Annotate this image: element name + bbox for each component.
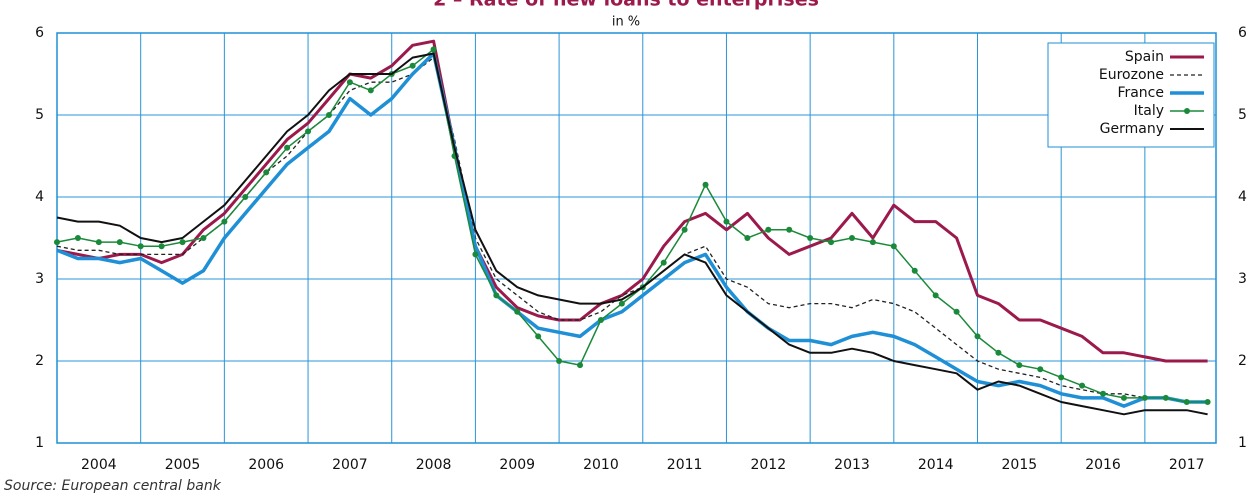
series-marker (116, 239, 123, 246)
y-tick-label: 5 (35, 107, 44, 123)
legend-marker (1184, 108, 1190, 114)
x-tick-label: 2017 (1169, 457, 1205, 473)
series-marker (577, 362, 584, 369)
series-marker (493, 292, 500, 299)
legend-label: Spain (1125, 49, 1164, 65)
series-marker (618, 300, 625, 307)
series-marker (325, 112, 332, 118)
series-marker (744, 235, 751, 241)
y2-tick-label: 3 (1238, 271, 1247, 287)
series-marker (786, 226, 793, 233)
series-marker (179, 239, 186, 246)
x-tick-label: 2010 (583, 457, 619, 473)
series-marker (660, 259, 667, 266)
y-tick-label: 4 (35, 189, 44, 205)
series-marker (890, 243, 897, 250)
series-line (56, 52, 1208, 416)
series-marker (1016, 362, 1023, 369)
series-line (56, 39, 1208, 363)
series-marker (702, 181, 709, 188)
series-marker (974, 333, 981, 340)
series-line (56, 48, 1208, 403)
series-marker (556, 358, 563, 364)
series-marker (242, 194, 249, 200)
legend-label: Germany (1100, 121, 1164, 137)
series-marker (409, 62, 416, 69)
y2-tick-label: 5 (1238, 107, 1247, 123)
x-tick-label: 2013 (834, 457, 870, 473)
series-marker (597, 317, 604, 323)
series-marker (807, 235, 814, 241)
legend-label: Eurozone (1099, 67, 1164, 83)
x-tick-label: 2011 (667, 457, 703, 473)
series-marker (995, 349, 1002, 356)
series-marker (723, 218, 730, 225)
x-tick-label: 2014 (918, 457, 954, 473)
series-line (56, 51, 1208, 408)
series-marker (95, 239, 102, 246)
x-tick-label: 2005 (165, 457, 201, 473)
chart-title: 2 – Rate of new loans to enterprises (433, 0, 819, 11)
series-marker (681, 226, 688, 233)
chart-subtitle: in % (612, 15, 640, 30)
series-marker (305, 128, 312, 135)
y2-tick-label: 6 (1238, 25, 1247, 41)
series-marker (1141, 394, 1148, 401)
series-marker (535, 333, 542, 340)
x-tick-label: 2006 (248, 457, 284, 473)
x-tick-label: 2016 (1085, 457, 1121, 473)
x-tick-label: 2004 (81, 457, 117, 473)
x-tick-label: 2008 (416, 457, 452, 473)
series-marker (1183, 399, 1190, 405)
source-note: Source: European central bank (4, 478, 222, 494)
series-marker (137, 243, 144, 250)
plot-frame (56, 32, 1217, 444)
x-tick-label: 2012 (750, 457, 786, 473)
y2-tick-label: 1 (1238, 435, 1247, 451)
series-marker (200, 235, 207, 241)
series-marker (1162, 394, 1169, 401)
series-marker (430, 46, 437, 53)
series-marker (346, 79, 353, 86)
series-marker (869, 239, 876, 246)
x-tick-label: 2009 (499, 457, 535, 473)
series-marker (828, 239, 835, 246)
series-marker (932, 292, 939, 299)
series-marker (221, 218, 228, 225)
series-marker (54, 239, 60, 246)
series-marker (472, 251, 479, 258)
y2-tick-label: 2 (1238, 353, 1247, 369)
series-marker (263, 169, 270, 176)
series-marker (765, 226, 772, 233)
series-marker (911, 267, 918, 274)
series-marker (1204, 399, 1211, 405)
y2-tick-label: 4 (1238, 189, 1247, 205)
series-marker (1100, 390, 1107, 397)
y-tick-label: 6 (35, 25, 44, 41)
series-marker (1079, 382, 1086, 389)
legend-label: Italy (1134, 103, 1164, 119)
x-tick-label: 2015 (1002, 457, 1038, 473)
series-marker (284, 144, 291, 151)
x-tick-label: 2007 (332, 457, 368, 473)
series-marker (953, 308, 960, 315)
y-tick-label: 2 (35, 353, 44, 369)
series-marker (1120, 394, 1127, 401)
series-marker (514, 308, 521, 315)
y-tick-label: 3 (35, 271, 44, 287)
series-marker (158, 243, 165, 250)
series-marker (74, 235, 81, 241)
series-marker (367, 87, 374, 94)
series-marker (1037, 366, 1044, 373)
legend-label: France (1117, 85, 1164, 101)
series-marker (848, 235, 855, 241)
series-marker (1058, 374, 1065, 381)
y-tick-label: 1 (35, 435, 44, 451)
